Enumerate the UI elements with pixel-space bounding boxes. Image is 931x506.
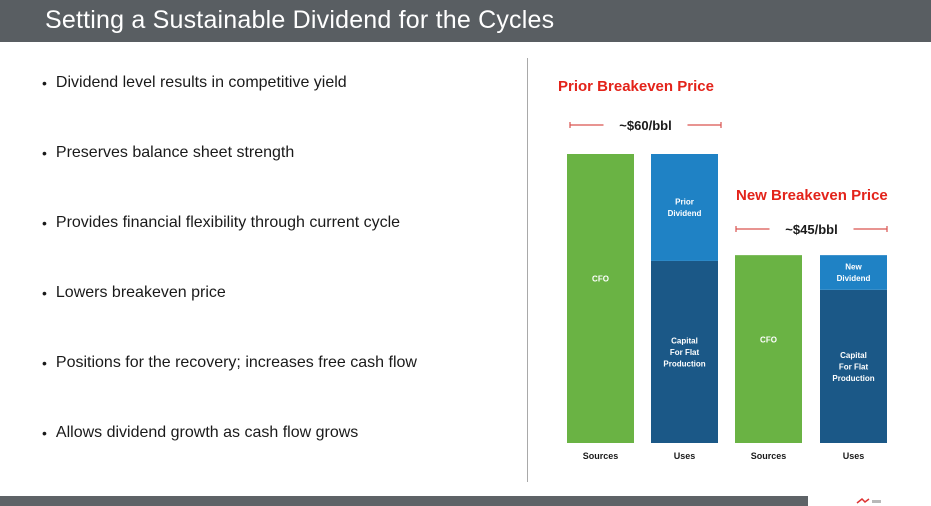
title-bar: Setting a Sustainable Dividend for the C… xyxy=(0,0,931,42)
bullet-item: • Preserves balance sheet strength xyxy=(42,144,294,162)
bullet-text: Lowers breakeven price xyxy=(55,284,226,301)
bar-label-prior-dividend: Prior Dividend xyxy=(668,198,702,219)
slide-title: Setting a Sustainable Dividend for the C… xyxy=(45,6,555,34)
bullet-dot-icon: • xyxy=(42,215,47,231)
x-tick-label: Sources xyxy=(751,451,787,461)
footer-bar xyxy=(0,496,931,506)
bar-label-capital-for-flat-production: Capital For Flat Production xyxy=(832,351,874,383)
x-tick-label: Sources xyxy=(583,451,619,461)
bar-segment-capital-for-flat-production xyxy=(820,289,887,443)
bar-label-cfo: CFO xyxy=(760,336,777,345)
bullet-dot-icon: • xyxy=(42,285,47,301)
bullet-item: • Lowers breakeven price xyxy=(42,284,226,302)
company-logo-icon xyxy=(856,498,881,504)
breakeven-heading: New Breakeven Price xyxy=(736,187,888,204)
bar-segment-new-dividend xyxy=(820,255,887,290)
bar-segment-prior-dividend xyxy=(651,154,718,261)
bullet-item: • Allows dividend growth as cash flow gr… xyxy=(42,424,358,442)
bullet-item: • Positions for the recovery; increases … xyxy=(42,354,417,372)
bar-segment-capital-for-flat-production xyxy=(651,260,718,443)
bullet-dot-icon: • xyxy=(42,425,47,441)
bullet-text: Provides financial flexibility through c… xyxy=(55,214,401,231)
bullet-item: • Provides financial flexibility through… xyxy=(42,214,400,232)
breakeven-price-label: ~$45/bbl xyxy=(785,222,837,237)
breakeven-chart: CFO Sources Capital For Flat Production Prior… xyxy=(558,78,888,461)
bullet-dot-icon: • xyxy=(42,145,47,161)
bullet-dot-icon: • xyxy=(42,75,47,91)
bullet-text: Preserves balance sheet strength xyxy=(55,144,295,161)
bullet-text: Dividend level results in competitive yi… xyxy=(55,74,347,91)
bar-segment-cfo xyxy=(567,154,634,443)
bullet-text: Positions for the recovery; increases fr… xyxy=(55,354,417,371)
vertical-divider xyxy=(527,58,528,482)
bar-segment-cfo xyxy=(735,255,802,443)
bullet-text: Allows dividend growth as cash flow grow… xyxy=(55,424,359,441)
bar-label-new-dividend: New Dividend xyxy=(837,263,871,284)
bullet-item: • Dividend level results in competitive … xyxy=(42,74,347,92)
breakeven-price-label: ~$60/bbl xyxy=(619,118,671,133)
footer-logo-area xyxy=(808,496,931,506)
x-tick-label: Uses xyxy=(674,451,696,461)
breakeven-heading: Prior Breakeven Price xyxy=(558,78,714,95)
x-tick-label: Uses xyxy=(843,451,865,461)
bar-label-capital-for-flat-production: Capital For Flat Production xyxy=(663,336,705,368)
bullet-dot-icon: • xyxy=(42,355,47,371)
bar-label-cfo: CFO xyxy=(592,274,609,283)
